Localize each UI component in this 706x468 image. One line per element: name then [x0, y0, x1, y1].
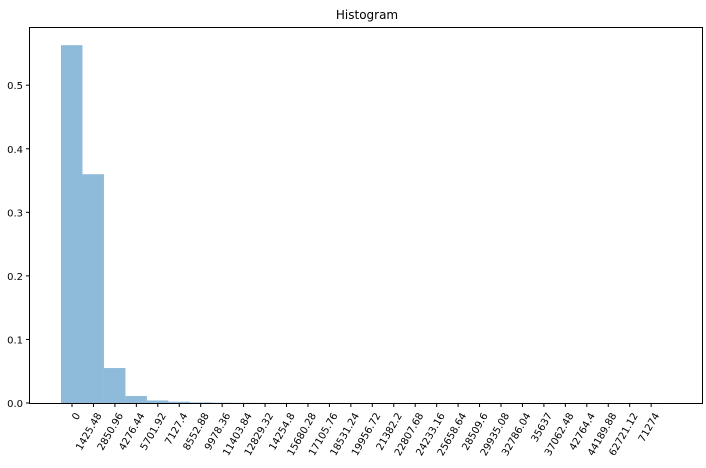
- histogram-bar: [147, 400, 168, 403]
- y-tick-label: 0.3: [7, 208, 23, 219]
- histogram-bar: [190, 402, 211, 403]
- y-tick-label: 0.1: [7, 335, 23, 346]
- x-axis: 01425.482850.964276.445701.927127.48552.…: [70, 403, 662, 458]
- y-axis: 0.0 0.1 0.2 0.3 0.4 0.5: [7, 81, 30, 410]
- histogram-bar: [168, 402, 189, 403]
- y-tick-label: 0.4: [7, 145, 23, 156]
- histogram-bar: [125, 396, 146, 403]
- histogram-bar: [104, 368, 125, 403]
- x-tick-label: 71274: [637, 411, 662, 444]
- histogram-bar: [82, 174, 103, 403]
- y-tick-label: 0.2: [7, 272, 23, 283]
- chart-title: Histogram: [336, 8, 398, 22]
- y-tick-label: 0.5: [7, 81, 23, 92]
- x-tick-label: 0: [70, 411, 83, 422]
- histogram-bar: [61, 45, 82, 403]
- bars-group: [61, 45, 662, 403]
- y-tick-label: 0.0: [7, 399, 23, 410]
- plot-frame: [30, 28, 703, 404]
